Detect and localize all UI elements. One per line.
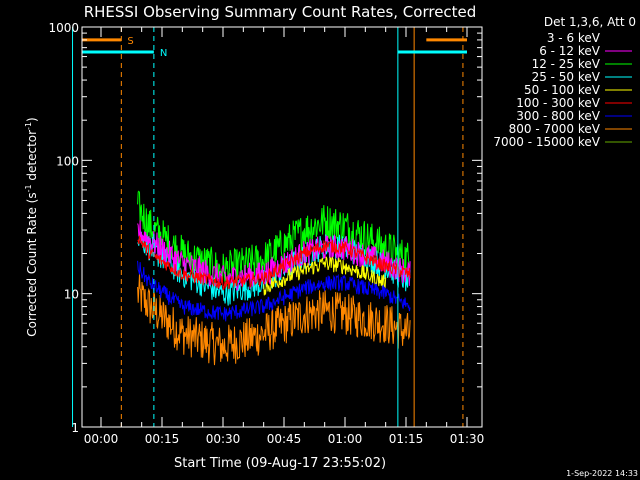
y-tick-label: 10 [64,288,79,302]
y-tick-label: 100 [56,154,79,168]
legend-label: 100 - 300 keV [516,96,600,110]
legend-label: 300 - 800 keV [516,109,600,123]
y-axis-label-end: ) [25,117,39,122]
series-line-2 [137,190,411,288]
legend-label: 3 - 6 keV [547,31,601,45]
flag-label-N: N [160,48,167,59]
legend-title: Det 1,3,6, Att 0 [544,15,636,29]
series-line-4 [263,256,387,296]
time-markers [72,27,464,427]
y-axis-label-sup2: -1 [24,122,33,130]
x-tick-label: 00:00 [84,432,119,446]
y-axis-label-main: Corrected Count Rate (s [25,192,39,336]
legend-label: 12 - 25 keV [532,57,601,71]
x-axis-ticks: 00:00 00:15 00:30 00:45 01:00 01:15 01:30 [84,27,485,446]
series-line-6 [137,260,411,322]
series-line-7 [137,274,411,366]
x-tick-label: 01:00 [328,432,363,446]
chart-title: RHESSI Observing Summary Count Rates, Co… [84,3,477,21]
y-axis-ticks: 1 10 100 1000 [48,21,482,435]
x-tick-label: 00:15 [145,432,180,446]
legend-label: 800 - 7000 keV [509,122,601,136]
y-axis-label: Corrected Count Rate (s-1 detector-1) [24,117,39,336]
legend-label: 25 - 50 keV [532,70,601,84]
y-axis-label-sup1: -1 [24,184,33,192]
x-tick-label: 00:30 [206,432,241,446]
x-tick-label: 01:15 [389,432,424,446]
flag-label-S: S [127,36,133,47]
x-tick-label: 00:45 [267,432,302,446]
y-axis-label-mid: detector [25,130,39,185]
series-group [137,120,411,366]
x-axis-label: Start Time (09-Aug-17 23:55:02) [174,456,386,471]
legend-label: 50 - 100 keV [524,83,601,97]
series-line-5 [137,234,411,291]
x-tick-label: 01:30 [450,432,485,446]
flag-bars: SN [82,36,467,59]
series-line-0 [137,120,411,200]
legend-label: 6 - 12 keV [539,44,601,58]
y-tick-label: 1 [71,421,79,435]
y-tick-label: 1000 [48,21,79,35]
plot-frame [81,26,483,428]
legend-label: 7000 - 15000 keV [493,135,600,149]
footer-date: 1-Sep-2022 14:33 [566,469,638,478]
